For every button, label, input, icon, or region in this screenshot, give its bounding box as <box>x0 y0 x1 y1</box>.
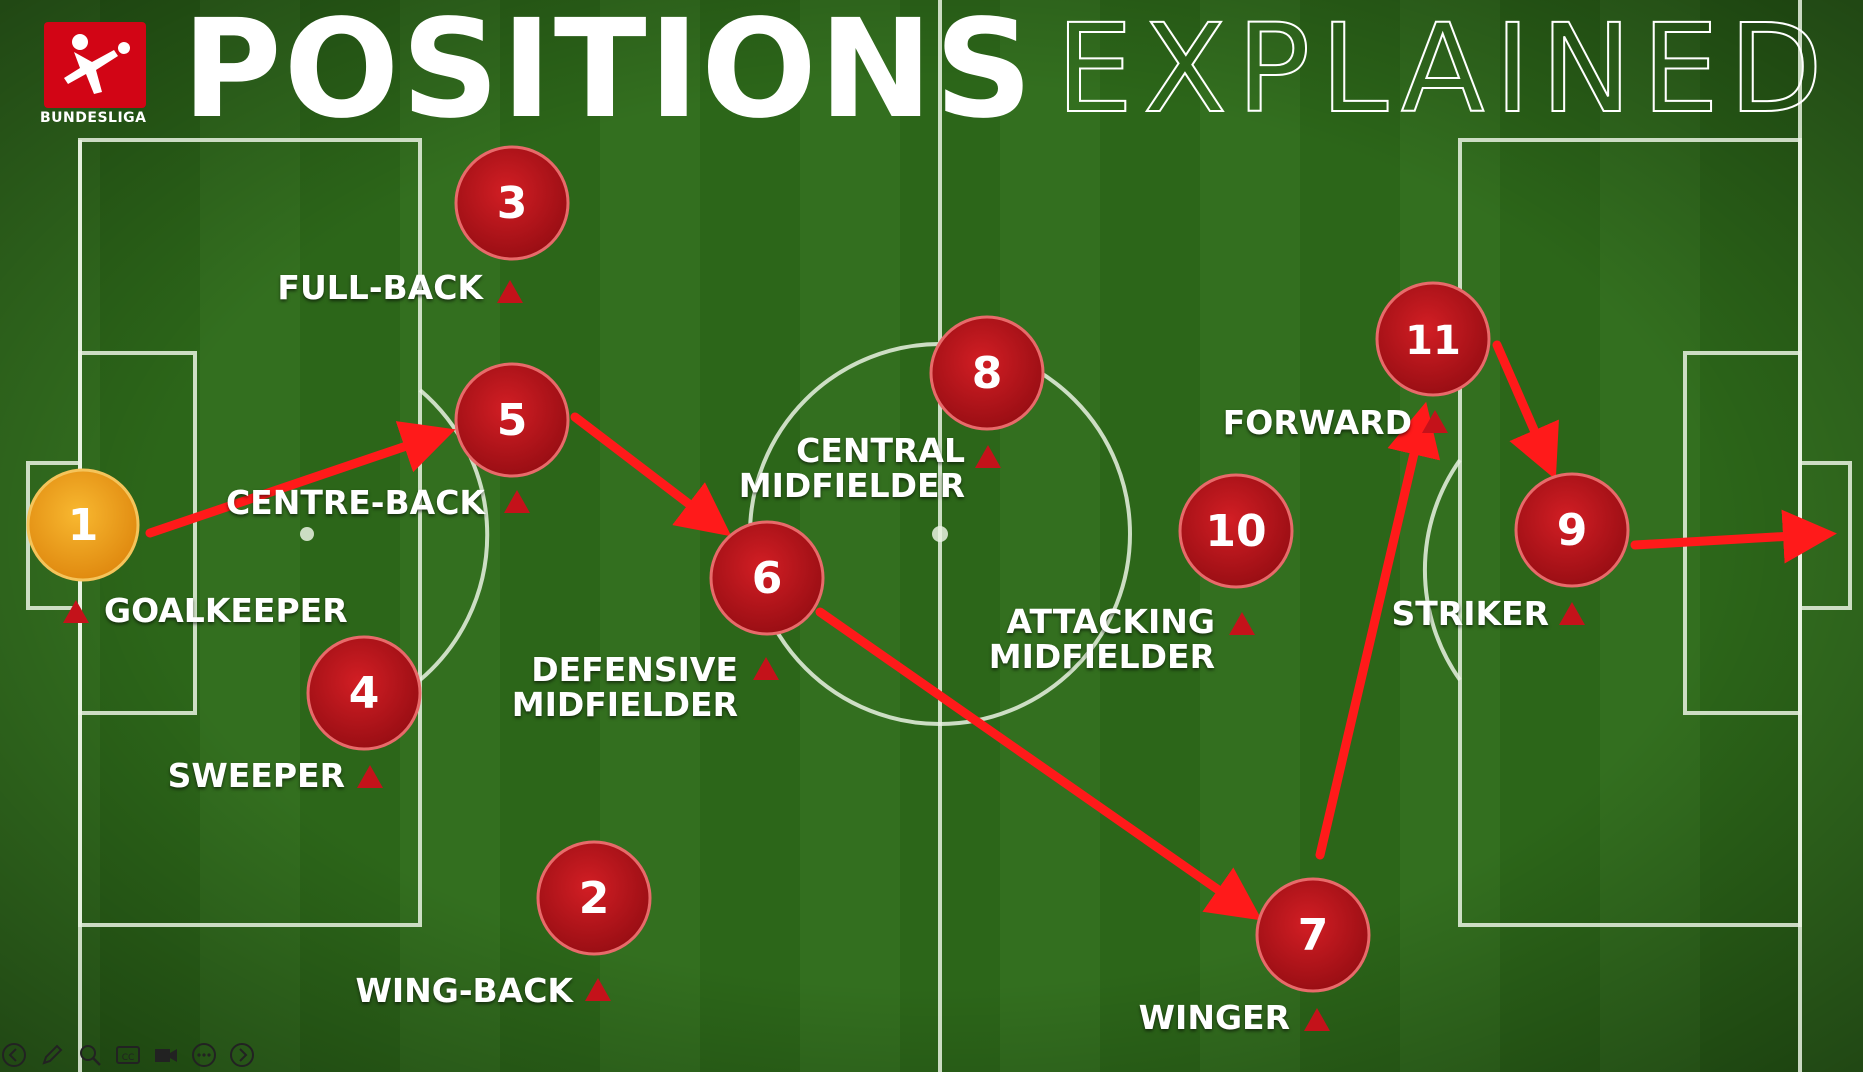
svg-text:10: 10 <box>1205 506 1266 557</box>
svg-text:2: 2 <box>579 873 610 924</box>
marker-6 <box>753 657 779 680</box>
player-6: 6 <box>709 520 825 636</box>
marker-9 <box>1559 602 1585 625</box>
label-sweeper: SWEEPER <box>167 756 345 795</box>
label-centre-back: CENTRE-BACK <box>225 483 485 522</box>
marker-5 <box>504 490 530 513</box>
position-markers <box>63 280 1585 1031</box>
title-explained: EXPLAINED <box>1055 0 1833 140</box>
player-2: 2 <box>536 840 652 956</box>
zoom-icon[interactable] <box>76 1041 104 1069</box>
label-forward: FORWARD <box>1222 403 1412 442</box>
centre-spot <box>932 526 948 542</box>
arrow-5-to-6 <box>570 412 732 537</box>
svg-text:11: 11 <box>1405 318 1461 364</box>
label-winger: WINGER <box>1138 998 1290 1037</box>
more-icon[interactable] <box>190 1041 218 1069</box>
player-7: 7 <box>1255 877 1371 993</box>
player-8: 8 <box>929 315 1045 431</box>
captions-icon[interactable]: CC <box>114 1041 142 1069</box>
marker-7 <box>1304 1008 1330 1031</box>
arrow-6-to-7 <box>815 607 1263 921</box>
arrow-1-to-5 <box>145 421 456 538</box>
marker-10 <box>1229 612 1255 635</box>
marker-11 <box>1422 410 1448 433</box>
pen-icon[interactable] <box>38 1041 66 1069</box>
label-attacking-midfielder: ATTACKING MIDFIELDER <box>988 602 1215 676</box>
marker-4 <box>357 765 383 788</box>
label-central-midfielder: CENTRAL MIDFIELDER <box>738 431 965 505</box>
bundesliga-logo <box>44 22 146 108</box>
svg-text:5: 5 <box>497 395 528 446</box>
arrow-11-to-9 <box>1492 340 1559 480</box>
svg-text:6: 6 <box>752 553 783 604</box>
marker-2 <box>585 978 611 1001</box>
svg-text:4: 4 <box>349 668 380 719</box>
player-number: 1 <box>68 500 99 551</box>
svg-text:7: 7 <box>1298 910 1329 961</box>
player-4: 4 <box>306 635 422 751</box>
label-goalkeeper: GOALKEEPER <box>104 591 348 630</box>
presentation-toolbar: CC <box>0 1040 256 1070</box>
label-full-back: FULL-BACK <box>277 268 483 307</box>
label-defensive-midfielder: DEFENSIVE MIDFIELDER <box>511 650 738 724</box>
back-icon[interactable] <box>0 1041 28 1069</box>
video-icon[interactable] <box>152 1041 180 1069</box>
player-11: 11 <box>1375 281 1491 397</box>
svg-text:8: 8 <box>972 348 1003 399</box>
label-wing-back: WING-BACK <box>355 971 573 1010</box>
title-positions: POSITIONS <box>182 0 1035 149</box>
passing-arrows <box>145 340 1837 921</box>
players: 1 3 5 4 2 6 8 10 <box>26 145 1630 993</box>
player-1: 1 <box>26 468 140 582</box>
label-striker: STRIKER <box>1391 594 1550 633</box>
forward-icon[interactable] <box>228 1041 256 1069</box>
svg-text:9: 9 <box>1557 505 1588 556</box>
svg-text:3: 3 <box>497 178 528 229</box>
player-3: 3 <box>454 145 570 261</box>
left-penalty-spot <box>300 527 314 541</box>
logo-text: BUNDESLIGA <box>40 110 147 126</box>
marker-3 <box>497 280 523 303</box>
svg-text:CC: CC <box>122 1053 135 1063</box>
marker-8 <box>975 445 1001 468</box>
marker-1 <box>63 600 89 623</box>
player-10: 10 <box>1178 473 1294 589</box>
arrow-9-to-goal <box>1630 509 1837 564</box>
player-9: 9 <box>1514 472 1630 588</box>
arrow-7-to-11 <box>1315 401 1441 860</box>
player-5: 5 <box>454 362 570 478</box>
